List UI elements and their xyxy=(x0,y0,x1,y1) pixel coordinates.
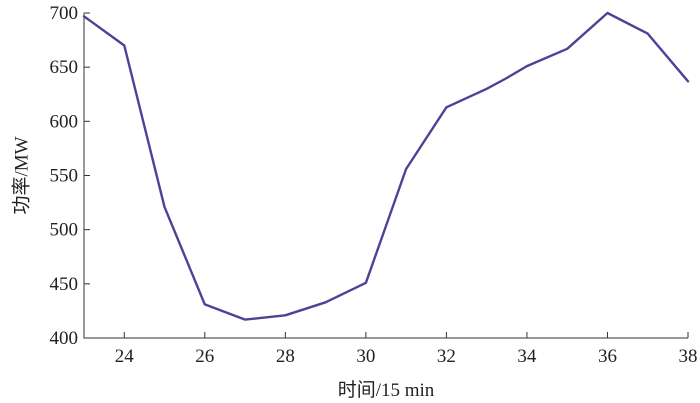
x-axis-title: 时间/15 min xyxy=(338,379,435,401)
y-tick-label: 600 xyxy=(50,111,79,132)
data-point xyxy=(566,48,568,50)
x-tick-label: 30 xyxy=(356,346,375,367)
y-axis-ticks: 400 450 500 550 600 650 700 xyxy=(50,3,90,349)
data-point xyxy=(405,168,407,170)
data-point xyxy=(325,301,327,303)
x-tick-label: 32 xyxy=(437,346,456,367)
data-point xyxy=(365,282,367,284)
data-point xyxy=(163,206,166,208)
x-tick-label: 36 xyxy=(598,346,617,367)
x-tick-label: 38 xyxy=(679,346,698,367)
data-point xyxy=(606,12,609,14)
y-tick-label: 550 xyxy=(50,166,79,187)
data-point xyxy=(123,44,125,47)
data-point xyxy=(244,318,246,321)
data-point xyxy=(526,65,528,67)
data-point xyxy=(647,32,649,35)
y-tick-label: 450 xyxy=(50,274,79,295)
y-tick-label: 650 xyxy=(50,57,79,78)
x-tick-label: 24 xyxy=(115,346,135,367)
x-tick-label: 26 xyxy=(195,346,214,367)
data-point xyxy=(204,303,206,306)
x-tick-label: 28 xyxy=(276,346,295,367)
y-tick-label: 400 xyxy=(50,328,79,349)
data-point xyxy=(83,15,85,17)
series-line xyxy=(82,11,690,321)
data-point xyxy=(445,106,447,108)
y-tick-label: 500 xyxy=(50,220,79,241)
data-point xyxy=(284,314,286,316)
x-tick-label: 34 xyxy=(517,346,537,367)
data-point xyxy=(687,80,689,82)
data-point xyxy=(506,77,508,79)
data-point xyxy=(486,88,488,90)
axes-frame xyxy=(83,13,688,339)
series-layer xyxy=(82,11,690,321)
y-axis-title: 功率/MW xyxy=(11,136,33,214)
x-axis-ticks: 24 26 28 30 32 34 36 38 xyxy=(115,332,698,367)
y-tick-label: 700 xyxy=(50,3,79,24)
